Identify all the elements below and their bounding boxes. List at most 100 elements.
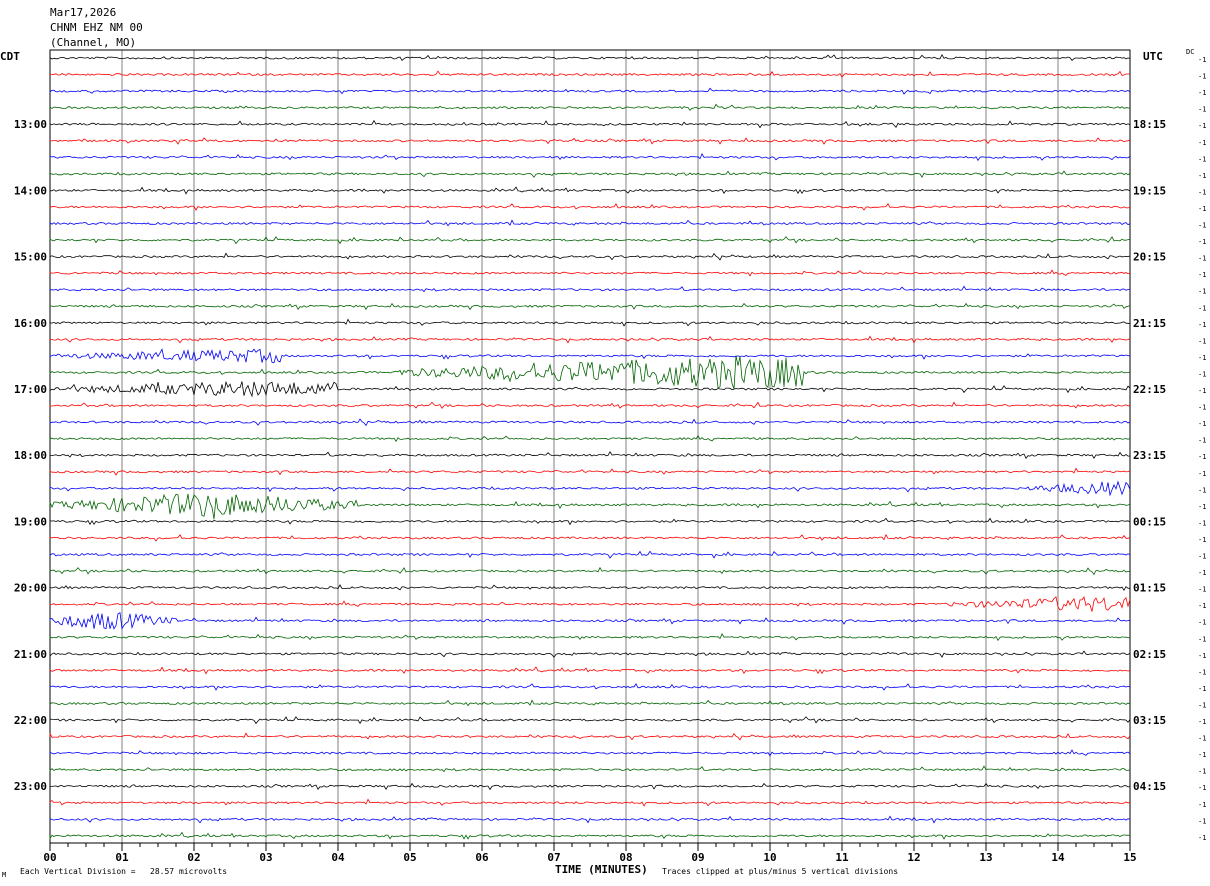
trace-line xyxy=(49,348,1131,364)
header-network: (Channel, MO) xyxy=(50,36,137,49)
dc-offset-label: -1 xyxy=(1198,668,1206,676)
dc-offset-label: -1 xyxy=(1198,404,1206,412)
trace-line xyxy=(49,782,1131,791)
dc-offset-label: -1 xyxy=(1198,470,1206,478)
header-station: CHNM EHZ NM 00 xyxy=(50,21,143,34)
left-hour-label: 23:00 xyxy=(14,780,47,793)
x-tick-label: 10 xyxy=(763,851,776,864)
dc-offset-label: -1 xyxy=(1198,768,1206,776)
trace-line xyxy=(49,749,1131,757)
trace-line xyxy=(49,765,1131,773)
trace-line xyxy=(49,252,1131,261)
dc-offset-label: -1 xyxy=(1198,718,1206,726)
trace-line xyxy=(49,584,1131,591)
dc-offset-label: -1 xyxy=(1198,354,1206,362)
right-hour-label: 21:15 xyxy=(1133,317,1166,330)
x-tick-label: 09 xyxy=(691,851,704,864)
trace-line xyxy=(49,517,1131,526)
dc-offset-label: -1 xyxy=(1198,288,1206,296)
dc-offset-label: -1 xyxy=(1198,453,1206,461)
dc-offset-label: -1 xyxy=(1198,321,1206,329)
trace-line xyxy=(49,355,1131,389)
right-hour-label: 22:15 xyxy=(1133,383,1166,396)
dc-offset-label: -1 xyxy=(1198,652,1206,660)
left-hour-label: 21:00 xyxy=(14,648,47,661)
dc-offset-label: -1 xyxy=(1198,784,1206,792)
dc-offset-label: -1 xyxy=(1198,420,1206,428)
dc-offset-label: -1 xyxy=(1198,106,1206,114)
left-hour-label: 18:00 xyxy=(14,449,47,462)
x-tick-label: 13 xyxy=(979,851,992,864)
dc-offset-label: -1 xyxy=(1198,834,1206,842)
left-timezone-label: CDT xyxy=(0,50,20,63)
dc-offset-label: -1 xyxy=(1198,486,1206,494)
trace-line xyxy=(49,236,1131,245)
left-hour-label: 15:00 xyxy=(14,251,47,264)
dc-offset-label: -1 xyxy=(1198,271,1206,279)
dc-offset-label: -1 xyxy=(1198,56,1206,64)
trace-line xyxy=(49,798,1131,807)
dc-offset-label: -1 xyxy=(1198,370,1206,378)
trace-line xyxy=(49,380,1131,398)
left-hour-label: 19:00 xyxy=(14,515,47,528)
x-tick-label: 14 xyxy=(1051,851,1065,864)
dc-offset-label: -1 xyxy=(1198,222,1206,230)
trace-line xyxy=(49,831,1131,841)
trace-line xyxy=(49,103,1131,111)
x-axis-label: TIME (MINUTES) xyxy=(555,863,648,876)
dc-offset-label: -1 xyxy=(1198,817,1206,825)
left-hour-label: 20:00 xyxy=(14,582,47,595)
trace-line xyxy=(49,87,1131,95)
x-tick-label: 05 xyxy=(403,851,416,864)
dc-offset-label: -1 xyxy=(1198,238,1206,246)
right-hour-label: 02:15 xyxy=(1133,648,1166,661)
dc-offset-label: -1 xyxy=(1198,735,1206,743)
trace-line xyxy=(49,612,1131,630)
trace-line xyxy=(49,335,1131,344)
dc-offset-label: -1 xyxy=(1198,337,1206,345)
trace-line xyxy=(49,219,1131,227)
trace-line xyxy=(49,186,1131,195)
x-tick-label: 12 xyxy=(907,851,920,864)
trace-line xyxy=(49,318,1131,327)
dc-offset-label: -1 xyxy=(1198,437,1206,445)
x-tick-label: 11 xyxy=(835,851,849,864)
dc-offset-label: -1 xyxy=(1198,701,1206,709)
dc-offset-label: -1 xyxy=(1198,586,1206,594)
dc-offset-label: -1 xyxy=(1198,122,1206,130)
dc-offset-label: -1 xyxy=(1198,635,1206,643)
dc-label: DC xyxy=(1186,48,1195,56)
x-tick-label: 02 xyxy=(187,851,200,864)
trace-line xyxy=(49,596,1131,612)
trace-line xyxy=(49,683,1131,691)
right-hour-label: 03:15 xyxy=(1133,714,1166,727)
trace-line xyxy=(49,285,1131,293)
trace-line xyxy=(49,650,1131,658)
trace-line xyxy=(49,815,1131,824)
header-date: Mar17,2026 xyxy=(50,6,117,19)
trace-line xyxy=(49,418,1131,427)
dc-offset-label: -1 xyxy=(1198,619,1206,627)
dc-offset-label: -1 xyxy=(1198,73,1206,81)
trace-line xyxy=(49,732,1131,741)
dc-offset-label: -1 xyxy=(1198,751,1206,759)
dc-offset-label: -1 xyxy=(1198,255,1206,263)
trace-line xyxy=(49,666,1131,675)
dc-offset-label: -1 xyxy=(1198,553,1206,561)
trace-line xyxy=(49,137,1131,145)
x-tick-label: 00 xyxy=(43,851,56,864)
trace-line xyxy=(49,302,1131,311)
dc-offset-label: -1 xyxy=(1198,89,1206,97)
x-tick-label: 03 xyxy=(259,851,272,864)
right-hour-label: 19:15 xyxy=(1133,184,1166,197)
trace-line xyxy=(49,493,1131,520)
left-hour-label: 16:00 xyxy=(14,317,47,330)
trace-line xyxy=(49,533,1131,542)
right-timezone-label: UTC xyxy=(1143,50,1163,63)
trace-line xyxy=(49,53,1131,62)
dc-offset-label: -1 xyxy=(1198,801,1206,809)
left-hour-label: 22:00 xyxy=(14,714,47,727)
dc-offset-label: -1 xyxy=(1198,188,1206,196)
left-hour-label: 14:00 xyxy=(14,184,47,197)
x-tick-label: 07 xyxy=(547,851,560,864)
